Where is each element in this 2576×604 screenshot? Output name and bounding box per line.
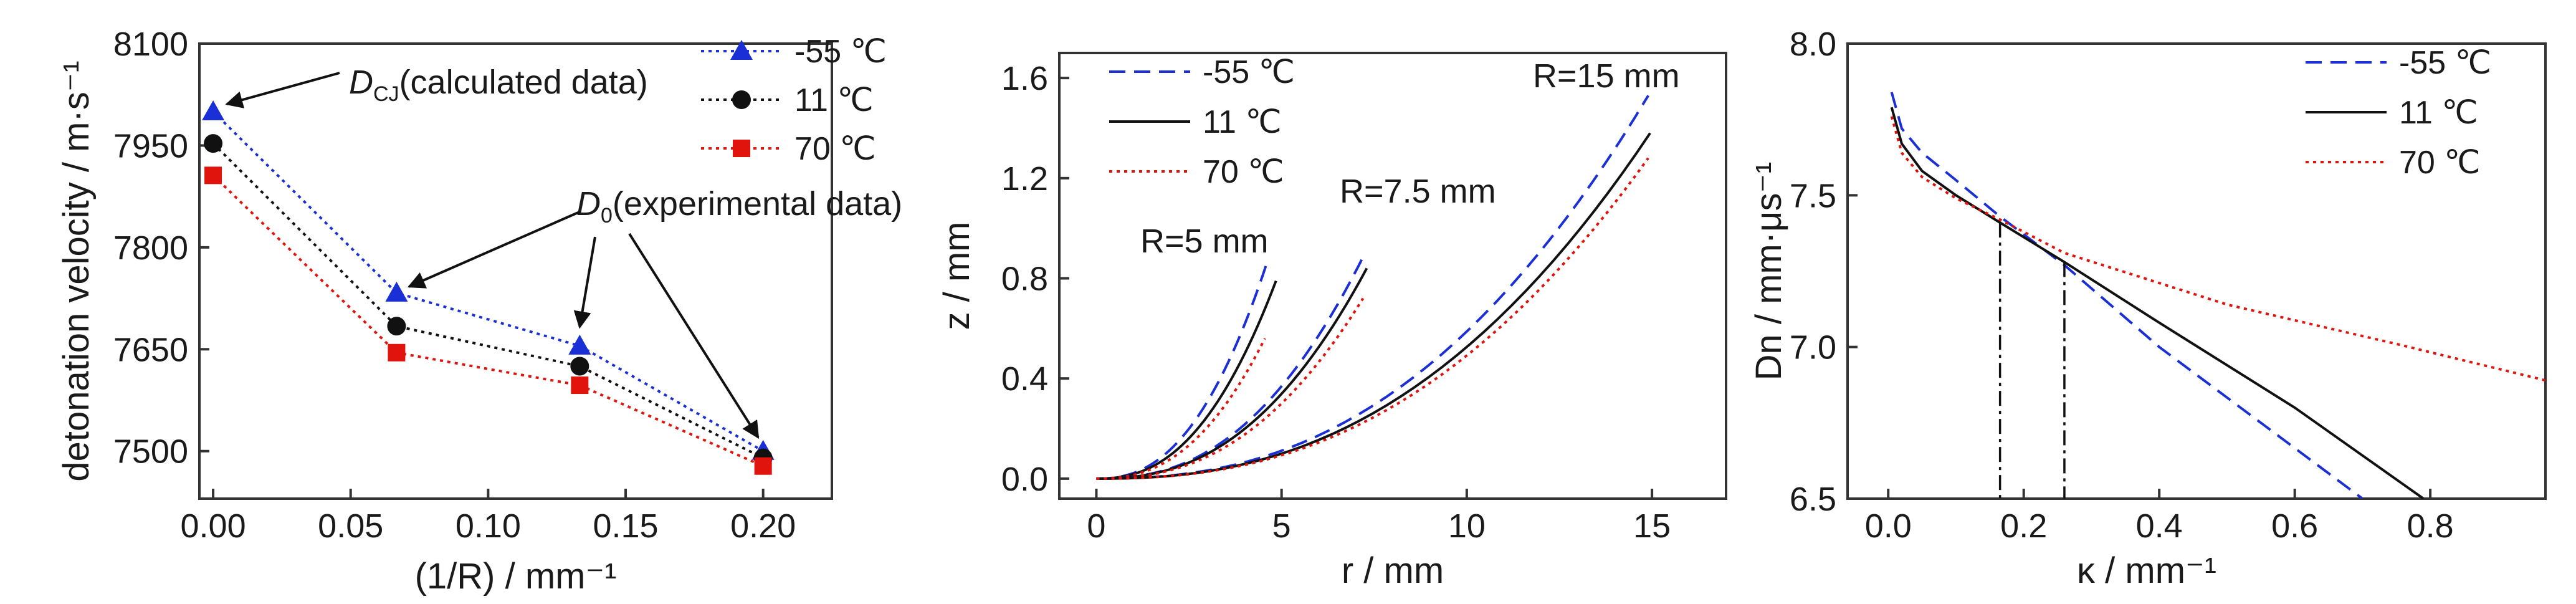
legend-marker xyxy=(732,90,751,109)
plot-frame xyxy=(1846,42,2547,500)
data-point xyxy=(571,376,589,395)
legend-label: 70 ℃ xyxy=(1203,154,1284,190)
y-tick-label: 0.8 xyxy=(1001,261,1048,298)
data-point xyxy=(568,334,591,355)
x-tick-label: 15 xyxy=(1633,507,1671,545)
x-tick-label: 0.10 xyxy=(456,507,521,545)
x-axis-label: (1/R) / mm⁻¹ xyxy=(415,556,617,597)
data-point xyxy=(385,281,408,302)
annotation-arrow xyxy=(225,72,340,108)
x-tick-label: 0.8 xyxy=(2407,507,2454,545)
curve-label: R=5 mm xyxy=(1140,223,1269,260)
curve-line xyxy=(1096,267,1368,480)
x-tick-label: 0.4 xyxy=(2136,507,2183,545)
x-tick-label: 5 xyxy=(1272,507,1291,545)
y-axis-label: detonation velocity / m·s⁻¹ xyxy=(56,60,97,481)
y-tick-label: 7.0 xyxy=(1790,329,1836,367)
series-line xyxy=(212,142,764,459)
x-tick-label: 0.15 xyxy=(593,507,658,545)
chart-1: 0.00 0.05 0.10 0.15 0.20 7500 7650 7800 7950 8100… xyxy=(56,26,902,597)
legend-label: -55 ℃ xyxy=(794,34,887,70)
series-line xyxy=(212,174,764,467)
y-tick-label: 7650 xyxy=(113,331,188,368)
x-tick-label: 0 xyxy=(1087,507,1105,545)
curve-line xyxy=(1096,157,1649,480)
data-point xyxy=(388,343,406,362)
plot-frame xyxy=(198,42,833,500)
y-tick-label: 7500 xyxy=(113,433,188,471)
data-point xyxy=(202,100,225,120)
data-point xyxy=(204,166,222,185)
x-tick-label: 0.6 xyxy=(2271,507,2318,545)
y-tick-label: 7.5 xyxy=(1790,177,1836,214)
x-tick-label: 0.20 xyxy=(730,507,796,545)
legend-label: -55 ℃ xyxy=(1203,54,1295,90)
curve-label: R=7.5 mm xyxy=(1340,173,1496,210)
x-tick-label: 0.00 xyxy=(181,507,246,545)
legend-label: 70 ℃ xyxy=(794,131,876,167)
legend-label: -55 ℃ xyxy=(2399,45,2491,81)
data-point xyxy=(387,317,406,336)
y-tick-label: 8.0 xyxy=(1790,26,1836,63)
series-line xyxy=(1890,107,2425,499)
y-tick-label: 1.2 xyxy=(1001,160,1048,198)
data-point xyxy=(570,357,589,376)
annotation-arrow xyxy=(628,232,760,439)
annotation-d0: D0(experimental data) xyxy=(576,185,902,228)
curve-label: R=15 mm xyxy=(1533,57,1680,95)
curve-line xyxy=(1096,297,1365,480)
x-tick-label: 10 xyxy=(1448,507,1486,545)
x-axis-label: κ / mm⁻¹ xyxy=(2077,550,2216,591)
y-tick-label: 8100 xyxy=(113,26,188,63)
curve-line xyxy=(1096,252,1367,480)
annotation-arrow xyxy=(407,211,580,289)
annotation-dcj: DCJ(calculated data) xyxy=(349,64,648,106)
plot-frame xyxy=(1058,52,1727,500)
legend-marker xyxy=(733,140,750,157)
curve-line xyxy=(1096,95,1649,480)
y-tick-label: 1.6 xyxy=(1001,60,1048,97)
series-line xyxy=(1890,92,2364,499)
legend-label: 11 ℃ xyxy=(2399,95,2478,131)
legend-marker xyxy=(730,40,753,60)
curve-line xyxy=(1096,280,1277,480)
curve-line xyxy=(1096,338,1266,480)
annotation-arrow xyxy=(573,236,596,329)
data-point xyxy=(204,134,223,153)
x-tick-label: 0.05 xyxy=(318,507,383,545)
y-tick-label: 6.5 xyxy=(1790,481,1836,518)
legend-label: 70 ℃ xyxy=(2399,145,2481,181)
y-tick-label: 0.4 xyxy=(1001,360,1048,398)
y-axis-label: z / mm xyxy=(937,222,977,330)
x-tick-label: 0.2 xyxy=(2000,507,2047,545)
legend-label: 11 ℃ xyxy=(1203,104,1282,140)
y-tick-label: 7950 xyxy=(113,127,188,165)
legend-label: 11 ℃ xyxy=(794,82,874,118)
y-axis-label: Dn / mm·μs⁻¹ xyxy=(1748,162,1789,381)
series-line xyxy=(212,110,764,453)
y-tick-label: 7800 xyxy=(113,229,188,267)
chart-2: 0 5 10 15 0.0 0.4 0.8 1.2 1.6 R=5 mm R=7.5 mm R=15 … xyxy=(937,52,1727,591)
data-point xyxy=(754,457,772,475)
series-line xyxy=(1890,116,2545,382)
chart-3: 0.0 0.2 0.4 0.6 0.8 6.5 7.0 7.5 8.0 -55 ℃ 11 ℃ 70 ℃… xyxy=(1748,26,2547,591)
x-axis-label: r / mm xyxy=(1342,550,1444,591)
x-tick-label: 0.0 xyxy=(1865,507,1912,545)
y-tick-label: 0.0 xyxy=(1001,461,1048,498)
